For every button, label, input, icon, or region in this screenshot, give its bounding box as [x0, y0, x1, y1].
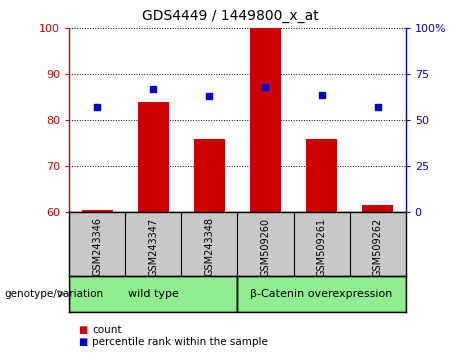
- Text: GSM509260: GSM509260: [260, 217, 271, 276]
- Text: wild type: wild type: [128, 289, 179, 299]
- Bar: [82, 210, 112, 212]
- Point: [262, 84, 269, 90]
- Point: [149, 86, 157, 92]
- Text: GSM509261: GSM509261: [317, 217, 326, 276]
- Bar: [362, 205, 393, 212]
- Text: GSM509262: GSM509262: [372, 217, 383, 277]
- Point: [374, 105, 381, 110]
- Text: β-Catenin overexpression: β-Catenin overexpression: [250, 289, 393, 299]
- Text: GSM243346: GSM243346: [92, 217, 102, 276]
- Text: GSM243347: GSM243347: [148, 217, 158, 276]
- Text: ■: ■: [78, 325, 88, 335]
- Point: [94, 105, 101, 110]
- Text: genotype/variation: genotype/variation: [5, 289, 104, 299]
- Point: [206, 93, 213, 99]
- Point: [318, 92, 325, 97]
- Bar: [306, 139, 337, 212]
- Text: count: count: [92, 325, 122, 335]
- Bar: [194, 139, 225, 212]
- Text: ■: ■: [78, 337, 88, 347]
- Bar: [250, 28, 281, 212]
- Bar: [69, 276, 237, 312]
- Text: GDS4449 / 1449800_x_at: GDS4449 / 1449800_x_at: [142, 9, 319, 23]
- Text: percentile rank within the sample: percentile rank within the sample: [92, 337, 268, 347]
- Text: GSM243348: GSM243348: [204, 217, 214, 276]
- Bar: [237, 276, 406, 312]
- Bar: [138, 102, 169, 212]
